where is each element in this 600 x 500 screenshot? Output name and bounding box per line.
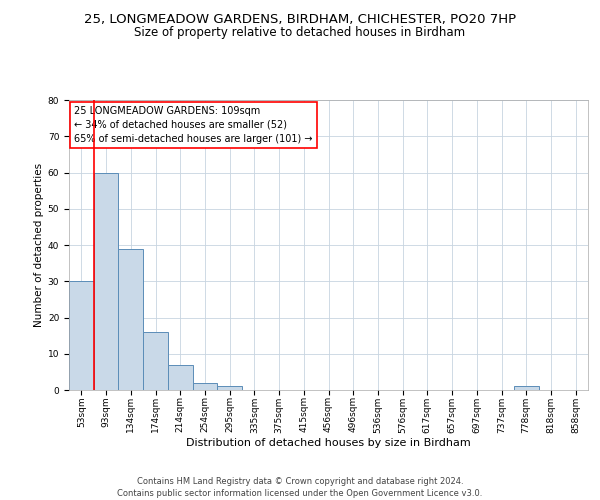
Text: 25, LONGMEADOW GARDENS, BIRDHAM, CHICHESTER, PO20 7HP: 25, LONGMEADOW GARDENS, BIRDHAM, CHICHES… (84, 12, 516, 26)
Text: 25 LONGMEADOW GARDENS: 109sqm
← 34% of detached houses are smaller (52)
65% of s: 25 LONGMEADOW GARDENS: 109sqm ← 34% of d… (74, 106, 313, 144)
X-axis label: Distribution of detached houses by size in Birdham: Distribution of detached houses by size … (186, 438, 471, 448)
Bar (514, 386, 539, 390)
Text: Size of property relative to detached houses in Birdham: Size of property relative to detached ho… (134, 26, 466, 39)
Y-axis label: Number of detached properties: Number of detached properties (34, 163, 44, 327)
Bar (94, 172, 118, 390)
Bar (193, 383, 217, 390)
Bar (69, 281, 94, 390)
Bar (118, 248, 143, 390)
Text: Contains HM Land Registry data © Crown copyright and database right 2024.
Contai: Contains HM Land Registry data © Crown c… (118, 476, 482, 498)
Bar (217, 386, 242, 390)
Bar (143, 332, 168, 390)
Bar (168, 364, 193, 390)
